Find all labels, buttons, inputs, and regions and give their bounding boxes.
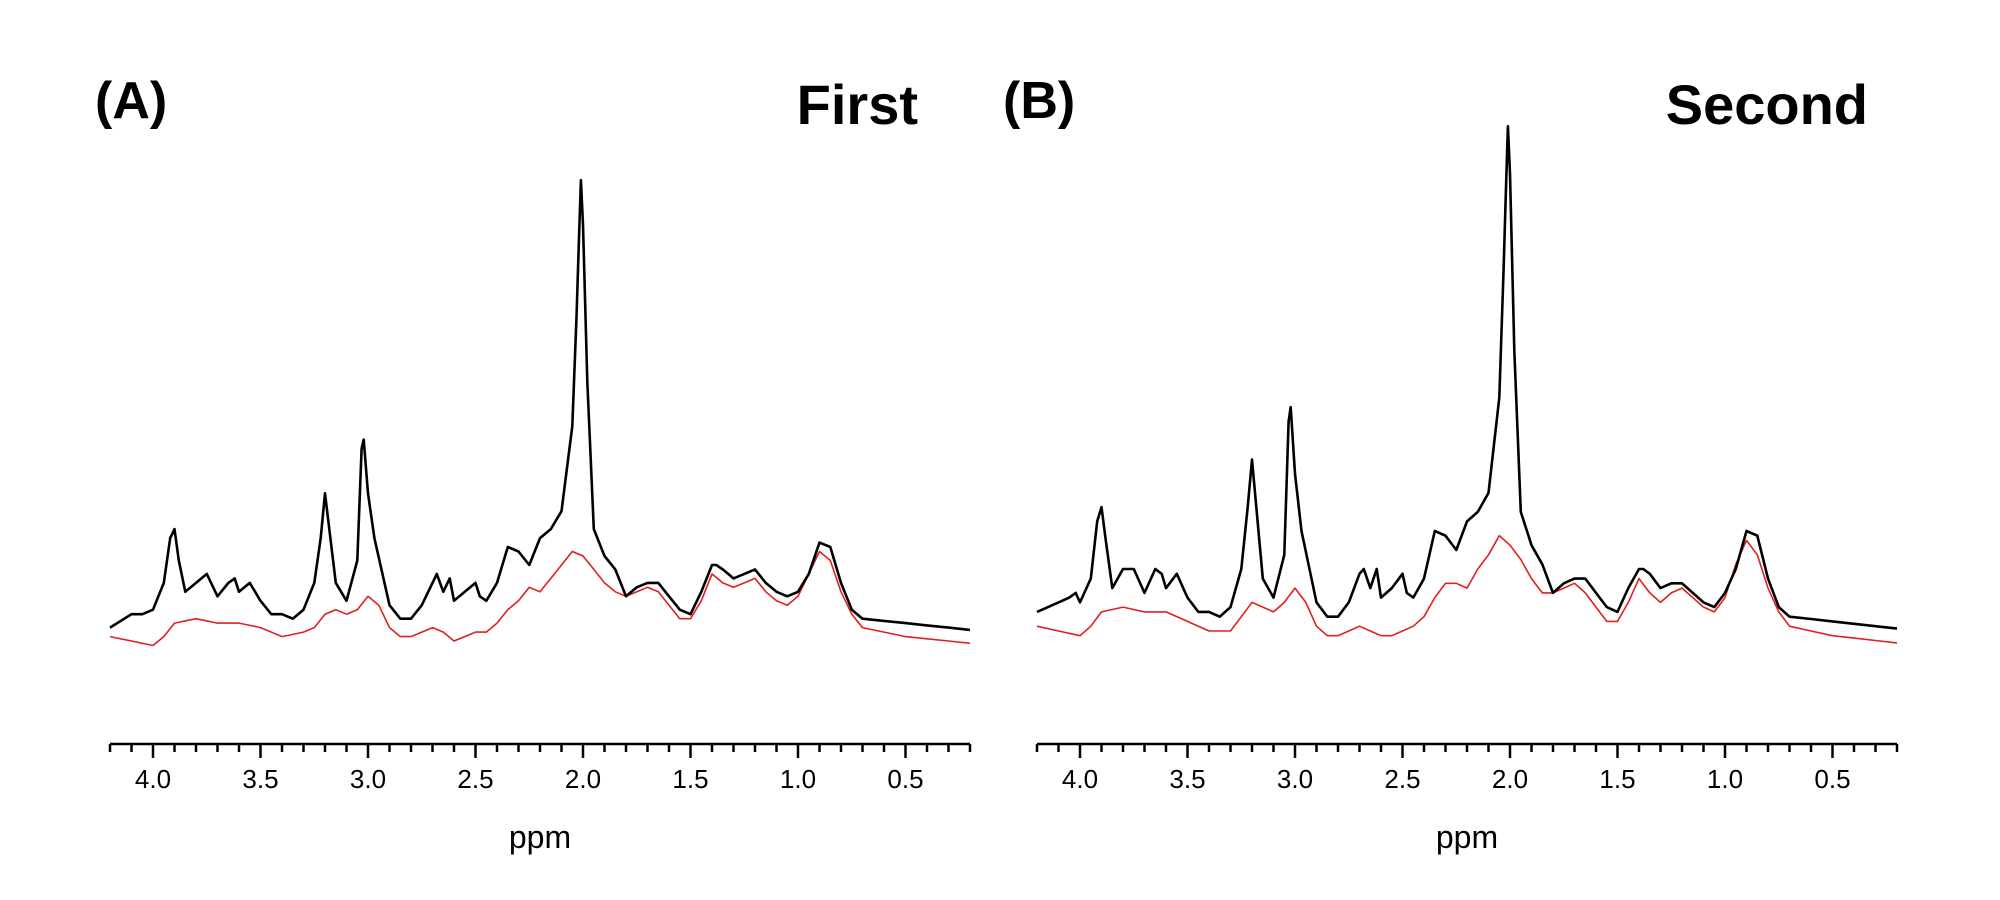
panel-a-tick-label: 1.0 xyxy=(780,764,816,794)
panel-a-tick-label: 4.0 xyxy=(135,764,171,794)
panel-a: (A) First 4.0 3.5 3.0 2.5 2.0 1.5 1.0 0.5 ppm xyxy=(95,72,972,855)
panel-a-tick-label: 0.5 xyxy=(887,764,923,794)
panel-b-title: Second xyxy=(1666,73,1868,136)
panel-b-tick-label: 1.5 xyxy=(1599,764,1635,794)
panel-a-label: (A) xyxy=(95,72,167,130)
panel-a-tick-label: 2.0 xyxy=(565,764,601,794)
panel-b-x-axis: 4.0 3.5 3.0 2.5 2.0 1.5 1.0 0.5 xyxy=(1035,742,1899,794)
panel-b-tick-label: 2.0 xyxy=(1492,764,1528,794)
panel-b-tick-label: 2.5 xyxy=(1384,764,1420,794)
panel-a-x-axis-title: ppm xyxy=(509,819,571,855)
panel-b-x-axis-title: ppm xyxy=(1436,819,1498,855)
panel-b-tick-label: 1.0 xyxy=(1707,764,1743,794)
panel-b-series-line-red xyxy=(1036,534,1898,644)
panel-a-title: First xyxy=(797,73,918,136)
panel-a-tick-label: 3.5 xyxy=(242,764,278,794)
panel-a-tick-label: 1.5 xyxy=(672,764,708,794)
panel-b-tick-label: 4.0 xyxy=(1062,764,1098,794)
panel-b-series-line-black xyxy=(1036,124,1898,630)
panel-b-label: (B) xyxy=(1003,72,1075,130)
panel-a-series-line-black xyxy=(109,178,971,632)
panel-a-tick-label: 3.0 xyxy=(350,764,386,794)
panel-b: (B) Second 4.0 3.5 3.0 2.5 2.0 1.5 1.0 0.5 ppm xyxy=(1003,72,1899,855)
panel-b-tick-label: 0.5 xyxy=(1814,764,1850,794)
panel-a-series-line-red xyxy=(109,550,971,647)
panel-a-tick-label: 2.5 xyxy=(457,764,493,794)
panel-b-tick-label: 3.5 xyxy=(1169,764,1205,794)
panel-b-tick-label: 3.0 xyxy=(1277,764,1313,794)
panel-a-series xyxy=(109,178,971,647)
panel-b-series xyxy=(1036,124,1898,644)
panel-a-x-axis: 4.0 3.5 3.0 2.5 2.0 1.5 1.0 0.5 xyxy=(108,742,972,794)
